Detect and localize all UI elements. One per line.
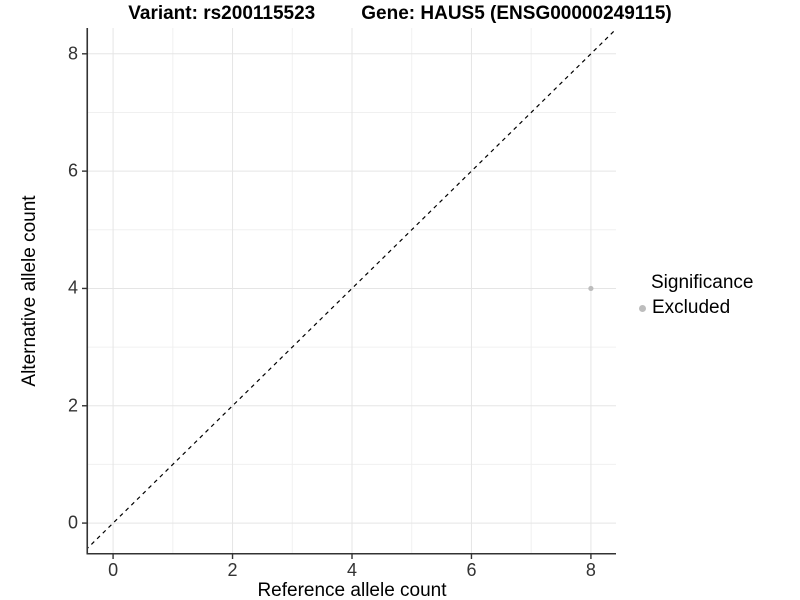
legend: Significance Excluded <box>634 272 753 319</box>
y-tick-label: 2 <box>67 395 78 416</box>
legend-item-label: Excluded <box>652 297 731 318</box>
x-tick-label: 2 <box>227 560 238 580</box>
legend-key <box>634 300 651 317</box>
y-axis-title: Alternative allele count <box>19 194 40 387</box>
plot-title-gene: Gene: HAUS5 (ENSG00000249115) <box>361 3 672 24</box>
plot-title: Variant: rs200115523 Gene: HAUS5 (ENSG00… <box>0 3 800 25</box>
axis-lines <box>86 28 616 555</box>
data-points <box>588 285 594 292</box>
excluded-point-icon <box>639 304 646 312</box>
x-axis-title: Reference allele count <box>257 580 447 600</box>
x-tick-label: 0 <box>108 560 119 580</box>
x-tick-label: 8 <box>585 560 596 580</box>
data-point <box>588 285 594 292</box>
major-gridlines <box>88 28 616 553</box>
y-tick-label: 8 <box>67 43 78 64</box>
legend-item-excluded: Excluded <box>634 297 753 319</box>
identity-dashed-line <box>88 28 616 549</box>
x-tick-label: 4 <box>346 560 358 580</box>
y-tick-label: 0 <box>67 512 78 533</box>
legend-title: Significance <box>651 272 754 293</box>
y-tick-label: 6 <box>67 160 78 181</box>
x-tick-label: 6 <box>466 560 477 580</box>
y-tick-label: 4 <box>67 277 78 298</box>
tick-marks <box>82 53 592 559</box>
plot-title-variant: Variant: rs200115523 <box>128 3 316 24</box>
